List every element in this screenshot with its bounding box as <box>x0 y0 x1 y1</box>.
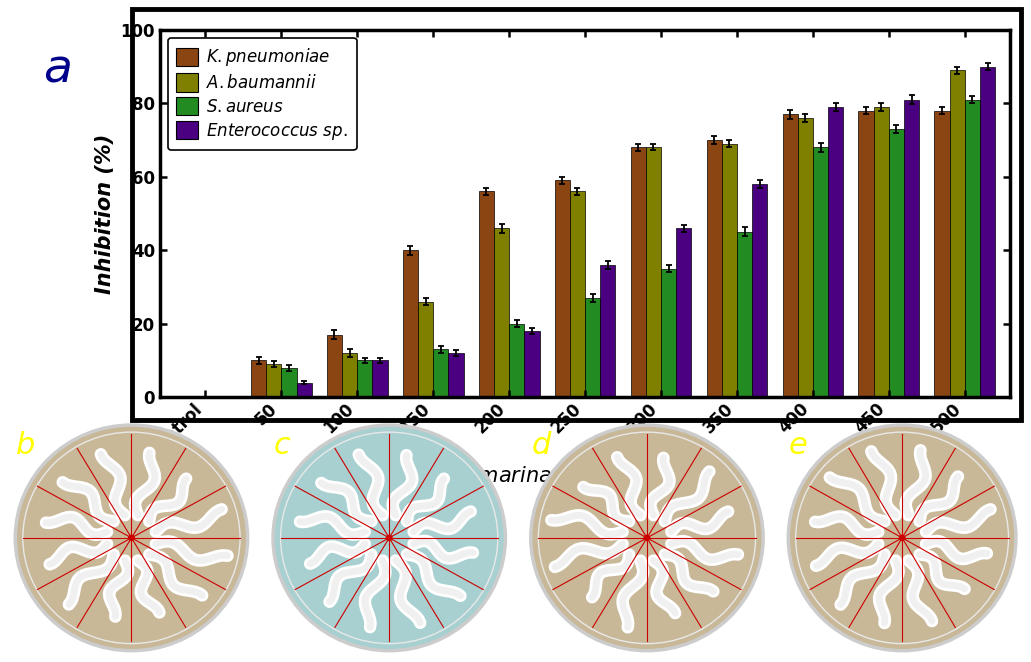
Bar <box>783 115 798 397</box>
Bar <box>297 383 311 397</box>
Bar <box>448 353 464 397</box>
Bar <box>433 350 448 397</box>
Bar <box>904 99 920 397</box>
Circle shape <box>643 535 651 541</box>
Bar <box>358 360 372 397</box>
Bar <box>722 144 737 397</box>
Bar <box>570 191 586 397</box>
Bar <box>828 107 843 397</box>
Bar <box>418 302 433 397</box>
Bar <box>251 360 266 397</box>
Ellipse shape <box>273 425 505 651</box>
Bar <box>859 111 873 397</box>
Bar <box>676 228 692 397</box>
Bar <box>600 265 616 397</box>
Circle shape <box>386 535 393 541</box>
Bar <box>965 99 980 397</box>
Bar <box>525 331 539 397</box>
Bar <box>509 324 525 397</box>
Bar <box>934 111 950 397</box>
Bar <box>873 107 889 397</box>
Bar <box>281 368 297 397</box>
Bar <box>645 148 661 397</box>
Bar <box>889 129 904 397</box>
Circle shape <box>899 535 905 541</box>
Bar <box>798 118 812 397</box>
Bar <box>753 184 767 397</box>
Bar <box>706 140 722 397</box>
Text: $\mathbf{\it{c}}$: $\mathbf{\it{c}}$ <box>273 430 292 461</box>
Ellipse shape <box>531 425 763 651</box>
Bar <box>586 298 600 397</box>
Bar <box>737 232 753 397</box>
Bar <box>631 148 645 397</box>
Text: $\mathbf{\it{a}}$: $\mathbf{\it{a}}$ <box>42 46 71 91</box>
Bar <box>812 148 828 397</box>
Ellipse shape <box>789 425 1016 651</box>
Bar <box>555 181 570 397</box>
Bar <box>327 335 342 397</box>
Bar <box>266 364 281 397</box>
Bar <box>980 66 995 397</box>
Bar <box>372 360 388 397</box>
Bar <box>950 70 965 397</box>
Bar <box>661 269 676 397</box>
Ellipse shape <box>15 425 247 651</box>
Text: $\mathbf{\it{e}}$: $\mathbf{\it{e}}$ <box>789 430 807 461</box>
X-axis label: $\mathbf{\it{A.\ marinaextract}}$ $\mathbf{(\mu g/mL)}$: $\mathbf{\it{A.\ marinaextract}}$ $\math… <box>445 464 725 488</box>
Bar <box>342 353 358 397</box>
Bar <box>478 191 494 397</box>
Bar <box>403 250 418 397</box>
Legend: $\it{K. pneumoniae}$, $\it{A. baumannii}$, $\it{S. aureus}$, $\it{Enterococcus\ : $\it{K. pneumoniae}$, $\it{A. baumannii}… <box>168 38 357 150</box>
Text: $\mathbf{\it{b}}$: $\mathbf{\it{b}}$ <box>15 430 35 461</box>
Y-axis label: Inhibition (%): Inhibition (%) <box>95 133 114 294</box>
Bar <box>494 228 509 397</box>
Text: $\mathbf{\it{d}}$: $\mathbf{\it{d}}$ <box>531 430 553 461</box>
Circle shape <box>128 535 135 541</box>
